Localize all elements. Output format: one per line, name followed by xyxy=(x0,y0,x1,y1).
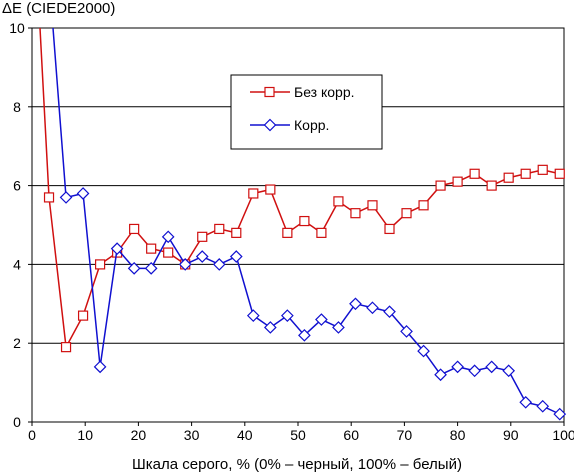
point-series-1-17 xyxy=(349,297,362,311)
point-series-1-2 xyxy=(93,360,107,374)
point-series-0-6 xyxy=(146,243,157,254)
x-tick-label-1: 10 xyxy=(77,427,93,443)
y-tick-label-4: 8 xyxy=(13,99,21,115)
point-series-0-26 xyxy=(486,180,497,191)
point-series-0-15 xyxy=(299,215,310,227)
legend-label-series-1: Корр. xyxy=(294,117,329,133)
point-series-1-0 xyxy=(59,191,73,204)
x-tick-label-5: 50 xyxy=(290,427,306,443)
point-series-0-24 xyxy=(452,176,463,187)
legend-marker-series-0 xyxy=(264,86,275,98)
point-series-1-3 xyxy=(110,242,124,255)
point-series-1-9 xyxy=(212,258,226,271)
legend-box xyxy=(230,74,383,150)
point-series-0-2 xyxy=(77,310,89,321)
point-series-1-29 xyxy=(553,407,567,421)
point-series-0-23 xyxy=(435,180,446,191)
y-tick-label-5: 10 xyxy=(9,20,25,36)
point-series-0-20 xyxy=(384,223,395,235)
point-series-1-21 xyxy=(417,344,430,358)
x-tick-label-7: 70 xyxy=(397,427,413,443)
point-series-1-8 xyxy=(195,250,209,263)
point-series-0-21 xyxy=(401,208,412,219)
point-series-1-15 xyxy=(315,313,328,326)
point-series-0-13 xyxy=(265,184,276,195)
point-series-0-9 xyxy=(197,231,208,242)
point-series-1-24 xyxy=(468,364,481,378)
point-series-0-3 xyxy=(94,259,106,270)
y-tick-label-0: 0 xyxy=(13,414,21,430)
point-series-0-18 xyxy=(350,208,361,219)
point-series-1-18 xyxy=(366,301,379,315)
point-series-0-19 xyxy=(367,200,378,211)
point-series-1-13 xyxy=(281,309,294,322)
point-series-1-14 xyxy=(298,328,311,342)
point-series-0-12 xyxy=(248,188,259,199)
point-series-0-28 xyxy=(520,168,531,179)
point-series-1-20 xyxy=(400,325,413,338)
point-series-1-23 xyxy=(451,360,464,374)
legend-label-series-0: Без корр. xyxy=(294,84,355,100)
point-series-0-29 xyxy=(537,164,548,175)
point-series-0-1 xyxy=(60,342,72,353)
point-series-0-11 xyxy=(231,227,242,238)
point-series-0-30 xyxy=(554,168,565,179)
point-series-0-0 xyxy=(43,192,55,203)
point-series-1-25 xyxy=(485,360,498,374)
x-tick-label-6: 60 xyxy=(343,427,359,443)
x-axis-label: Шкала серого, % (0% – черный, 100% – бел… xyxy=(132,456,462,472)
x-tick-label-4: 40 xyxy=(237,427,253,443)
point-series-1-1 xyxy=(76,187,90,200)
x-tick-label-10: 100 xyxy=(552,427,574,443)
point-series-0-22 xyxy=(418,200,429,211)
point-series-1-11 xyxy=(246,309,260,322)
point-series-0-10 xyxy=(214,223,225,235)
point-series-0-7 xyxy=(163,247,174,258)
point-series-1-6 xyxy=(161,230,175,244)
point-series-1-22 xyxy=(434,368,447,382)
x-tick-label-9: 90 xyxy=(503,427,519,443)
y-tick-label-1: 2 xyxy=(13,335,21,351)
legend: Без корр. Корр. xyxy=(230,74,383,150)
point-series-0-25 xyxy=(469,168,480,179)
point-series-0-17 xyxy=(333,196,344,207)
point-series-1-16 xyxy=(332,321,345,334)
point-series-1-7 xyxy=(178,258,192,271)
point-series-0-14 xyxy=(282,227,293,238)
point-series-1-12 xyxy=(263,321,277,334)
point-series-1-4 xyxy=(127,261,141,275)
point-series-0-5 xyxy=(129,223,140,235)
point-series-1-27 xyxy=(519,395,533,409)
point-series-1-19 xyxy=(383,305,396,319)
legend-marker-series-1 xyxy=(263,118,277,132)
y-tick-label-2: 4 xyxy=(13,256,21,272)
y-axis-label: ΔE (CIEDE2000) xyxy=(2,0,115,17)
point-series-1-5 xyxy=(144,261,158,275)
y-tick-label-3: 6 xyxy=(13,178,21,194)
point-series-0-16 xyxy=(316,227,327,238)
point-series-1-10 xyxy=(229,250,243,263)
series-1 xyxy=(52,28,567,421)
x-tick-label-3: 30 xyxy=(184,427,200,443)
point-series-1-28 xyxy=(536,399,550,413)
x-tick-label-8: 80 xyxy=(450,427,466,443)
x-tick-label-2: 20 xyxy=(131,427,147,443)
point-series-1-26 xyxy=(502,364,516,378)
series-layer xyxy=(39,28,567,421)
point-series-0-27 xyxy=(503,172,514,183)
x-tick-label-0: 0 xyxy=(28,427,36,443)
